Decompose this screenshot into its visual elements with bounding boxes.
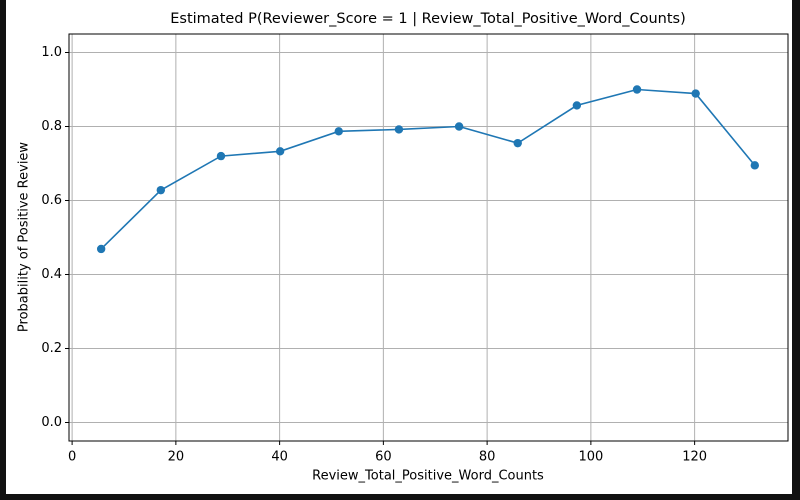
data-point: [632, 85, 642, 94]
data-point: [275, 147, 285, 156]
data-point: [572, 101, 582, 110]
y-axis-label: Probability of Positive Review: [17, 142, 32, 333]
x-tick-label: 120: [682, 450, 707, 465]
x-tick-label: 100: [578, 450, 603, 465]
data-point: [216, 151, 226, 161]
figure-background: [6, 0, 792, 494]
y-tick-label: 0.8: [41, 119, 62, 134]
chart-title: Estimated P(Reviewer_Score = 1 | Review_…: [170, 11, 685, 27]
y-tick-label: 0.0: [41, 415, 62, 430]
data-point: [394, 125, 404, 134]
x-axis-label: Review_Total_Positive_Word_Counts: [312, 469, 544, 484]
data-point: [750, 161, 759, 170]
x-tick-label: 20: [168, 450, 185, 465]
y-tick-label: 0.6: [41, 193, 62, 208]
y-tick-label: 1.0: [41, 45, 62, 60]
data-point: [513, 138, 522, 148]
data-point: [156, 185, 166, 195]
data-point: [96, 244, 106, 254]
x-tick-label: 0: [68, 450, 76, 465]
data-point: [691, 89, 700, 98]
series-line: [100, 88, 756, 250]
y-tick-label: 0.2: [41, 341, 62, 356]
x-tick-label: 60: [375, 450, 392, 465]
y-tick-label: 0.4: [41, 267, 62, 282]
data-point: [334, 127, 343, 136]
data-point: [454, 122, 464, 131]
x-tick-label: 40: [271, 450, 288, 465]
plot-frame: [68, 33, 789, 442]
x-tick-label: 80: [479, 450, 496, 465]
